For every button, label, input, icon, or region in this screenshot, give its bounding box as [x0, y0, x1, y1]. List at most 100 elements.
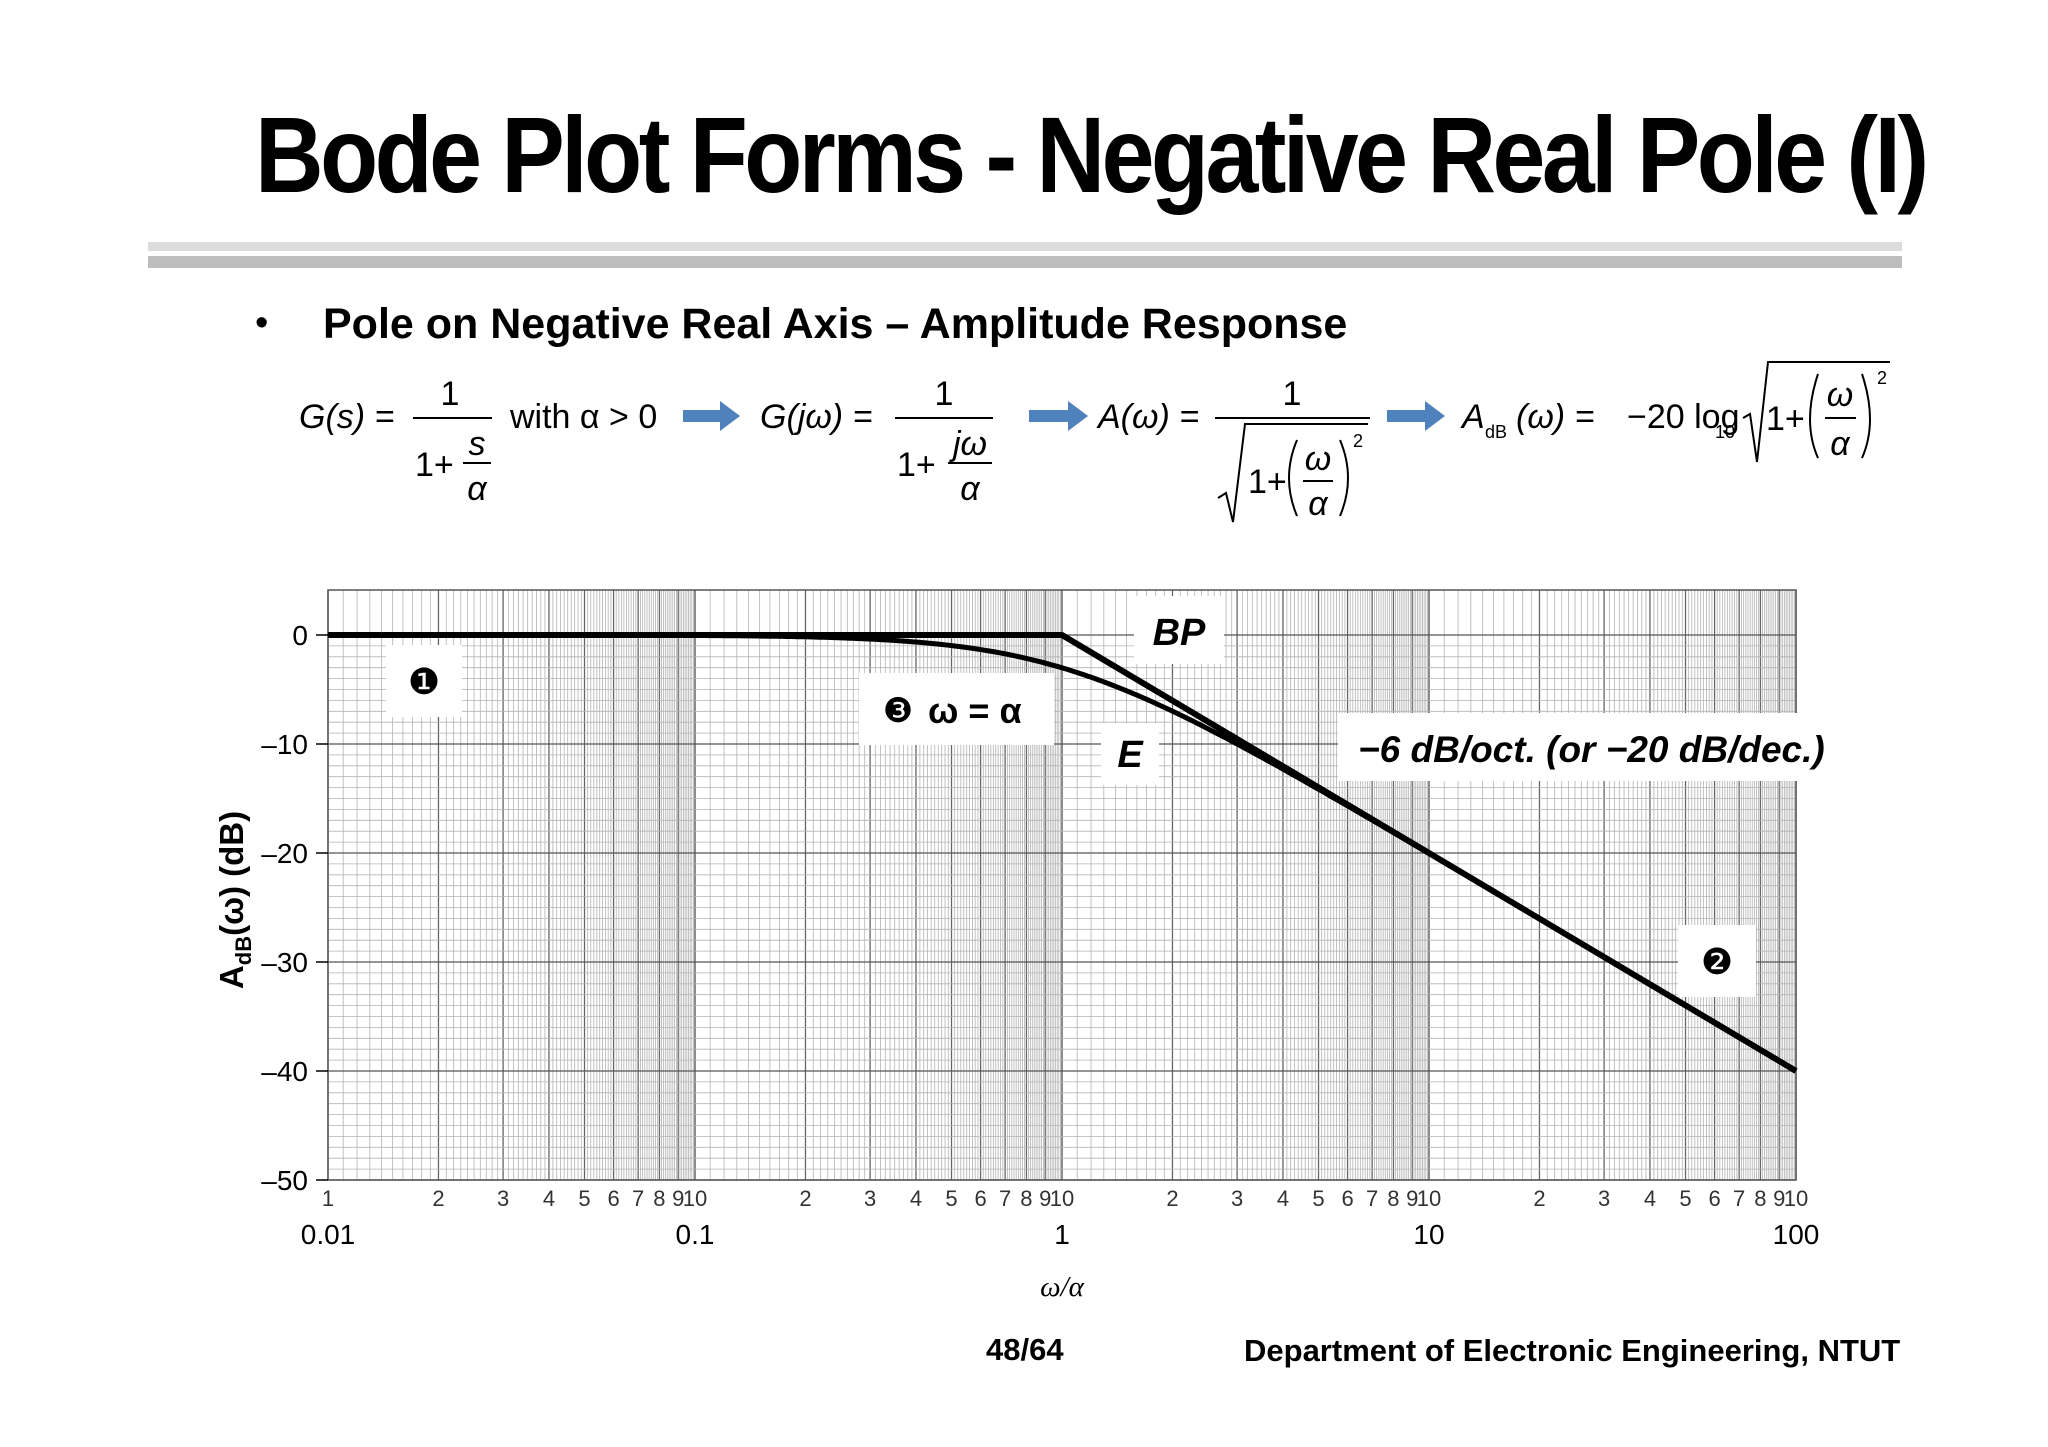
x-decade-label: 0.01	[301, 1219, 356, 1250]
x-minor-tick-label: 6	[1708, 1186, 1720, 1211]
eq2-num: 1	[935, 375, 954, 413]
chart-grid	[327, 590, 1797, 1181]
eq1-condition: with α > 0	[509, 398, 657, 436]
x-minor-tick-label: 4	[1644, 1186, 1656, 1211]
svg-text:AdB(ω) (dB): AdB(ω) (dB)	[213, 811, 256, 989]
eq4-coef: −20 log	[1627, 398, 1740, 436]
marker1-box	[386, 645, 462, 717]
eq4-lhs-sub: dB	[1485, 422, 1507, 442]
eq4-radical-sign	[1742, 361, 1890, 463]
eq3-num: 1	[1283, 375, 1302, 413]
y-axis-title: AdB(ω) (dB)	[213, 811, 256, 989]
eq3-lhs: A(ω) =	[1096, 398, 1199, 436]
x-minor-tick-label: 2	[1533, 1186, 1545, 1211]
x-minor-tick-label: 5	[1679, 1186, 1691, 1211]
x-minor-tick-label: 9	[1039, 1186, 1051, 1211]
x-axis: 1 2 3 4 5 6 7 8 910 2 3 4 5 6 7 8 910 2 3 4 5 6 7 8 910 2 3 4 5 6 7 8 91…	[301, 1186, 1820, 1250]
x-minor-tick-label: 9	[1406, 1186, 1418, 1211]
x-axis-title: ω/α	[1040, 1271, 1085, 1303]
eq4-rad-frac-num: ω	[1827, 376, 1853, 414]
title-rule-dark	[148, 256, 1902, 268]
eq3-rad-frac-den: α	[1308, 485, 1329, 523]
marker2-box	[1678, 925, 1756, 997]
eq4-lhs-arg: (ω) =	[1516, 398, 1594, 436]
x-minor-tick-label: 2	[799, 1186, 811, 1211]
marker3-text: ω = α	[928, 690, 1022, 731]
x-minor-tick-label: 5	[945, 1186, 957, 1211]
x-minor-tick-label: 6	[974, 1186, 986, 1211]
bp-label: BP	[1153, 612, 1206, 654]
e-label: E	[1117, 734, 1144, 776]
marker2-icon: ❷	[1701, 941, 1733, 982]
y-axis: 0 –10 –20 –30 –40 –50	[261, 620, 328, 1196]
marker3-box	[859, 673, 1054, 745]
department-footer: Department of Electronic Engineering, NT…	[1244, 1333, 1901, 1368]
y-axis-title-sub: dB	[231, 936, 256, 965]
x-minor-tick-label: 7	[999, 1186, 1011, 1211]
x-minor-tick-label: 3	[1598, 1186, 1610, 1211]
eq3-radical-sign	[1217, 423, 1368, 523]
x-minor-tick-label: 8	[1754, 1186, 1766, 1211]
x-decade-label: 100	[1773, 1219, 1820, 1250]
eq4-rad-prefix: 1+	[1766, 400, 1805, 438]
slope-label-box	[1338, 713, 1904, 781]
eq4-exp: 2	[1877, 368, 1887, 388]
arrow-icons	[683, 401, 1445, 431]
eq2-den-frac-den: α	[960, 470, 981, 508]
x-minor-tick-label: 5	[578, 1186, 590, 1211]
bullet-dot-icon: •	[255, 302, 269, 344]
y-tick-label: –10	[261, 729, 308, 760]
x-minor-tick-label: 10	[683, 1186, 707, 1211]
eq4-coef-sub: 10	[1715, 422, 1735, 442]
x-minor-tick-label: 8	[1387, 1186, 1399, 1211]
y-axis-title-rest: (ω) (dB)	[213, 811, 250, 936]
eq4-lhs: A	[1460, 398, 1485, 436]
x-minor-tick-label: 5	[1312, 1186, 1324, 1211]
page-number: 48/64	[986, 1332, 1064, 1367]
exact-response-curve	[328, 632, 1798, 1074]
x-minor-tick-label: 1	[322, 1186, 334, 1211]
e-label-box	[1101, 723, 1159, 785]
eq1-num: 1	[441, 375, 460, 413]
eq3-left-paren	[1288, 439, 1298, 517]
x-minor-tick-label: 10	[1784, 1186, 1808, 1211]
arrow-right-icon	[1387, 401, 1445, 431]
x-minor-tick-label: 6	[1341, 1186, 1353, 1211]
x-minor-tick-label: 2	[1166, 1186, 1178, 1211]
x-minor-tick-label: 4	[543, 1186, 555, 1211]
x-minor-tick-label: 7	[632, 1186, 644, 1211]
eq2-den-prefix: 1+	[897, 446, 936, 484]
plot-frame	[327, 589, 1797, 1181]
x-minor-tick-label: 9	[1773, 1186, 1785, 1211]
x-minor-tick-label: 4	[910, 1186, 922, 1211]
x-minor-tick-label: 3	[497, 1186, 509, 1211]
eq1-lhs: G(s) =	[299, 398, 394, 436]
y-tick-label: –30	[261, 947, 308, 978]
eq2-lhs: G(jω) =	[760, 398, 872, 436]
marker1-icon: ❶	[408, 661, 440, 702]
eq3-rad-prefix: 1+	[1248, 463, 1287, 501]
x-decade-label: 1	[1054, 1219, 1070, 1250]
title-rule-light	[148, 242, 1902, 251]
x-minor-tick-label: 8	[1020, 1186, 1032, 1211]
y-tick-label: –20	[261, 838, 308, 869]
x-minor-tick-label: 7	[1733, 1186, 1745, 1211]
eq3-rad-frac-num: ω	[1305, 440, 1331, 478]
x-decade-label: 0.1	[676, 1219, 715, 1250]
eq4-right-paren	[1861, 373, 1871, 459]
slope-label: −6 dB/oct. (or −20 dB/dec.)	[1358, 729, 1825, 770]
x-minor-tick-label: 10	[1417, 1186, 1441, 1211]
eq1-den-prefix: 1+	[415, 446, 454, 484]
eq3-exp: 2	[1353, 431, 1363, 451]
x-minor-tick-label: 4	[1277, 1186, 1289, 1211]
marker3-icon: ❸	[883, 692, 913, 730]
arrow-right-icon	[683, 401, 740, 431]
y-axis-title-main: A	[213, 965, 250, 989]
x-minor-tick-label: 6	[607, 1186, 619, 1211]
y-tick-label: –50	[261, 1165, 308, 1196]
eq1-den-frac-num: s	[469, 425, 486, 463]
bullet-text: Pole on Negative Real Axis – Amplitude R…	[323, 300, 1348, 348]
y-tick-label: 0	[292, 620, 308, 651]
